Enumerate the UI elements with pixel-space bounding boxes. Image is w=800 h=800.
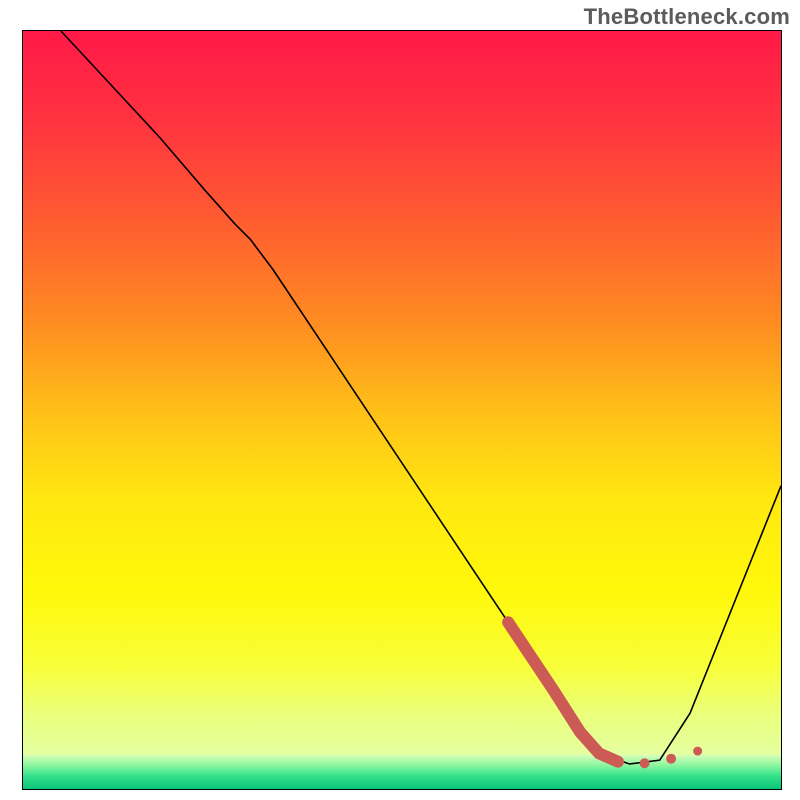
- watermark-text: TheBottleneck.com: [584, 4, 790, 30]
- figure-container: TheBottleneck.com: [0, 0, 800, 800]
- highlight-dot: [693, 747, 702, 756]
- chart-svg: [23, 31, 781, 789]
- highlight-dot: [666, 754, 676, 764]
- highlight-dot: [640, 758, 650, 768]
- plot-area: [22, 30, 782, 790]
- gradient-background: [23, 31, 781, 789]
